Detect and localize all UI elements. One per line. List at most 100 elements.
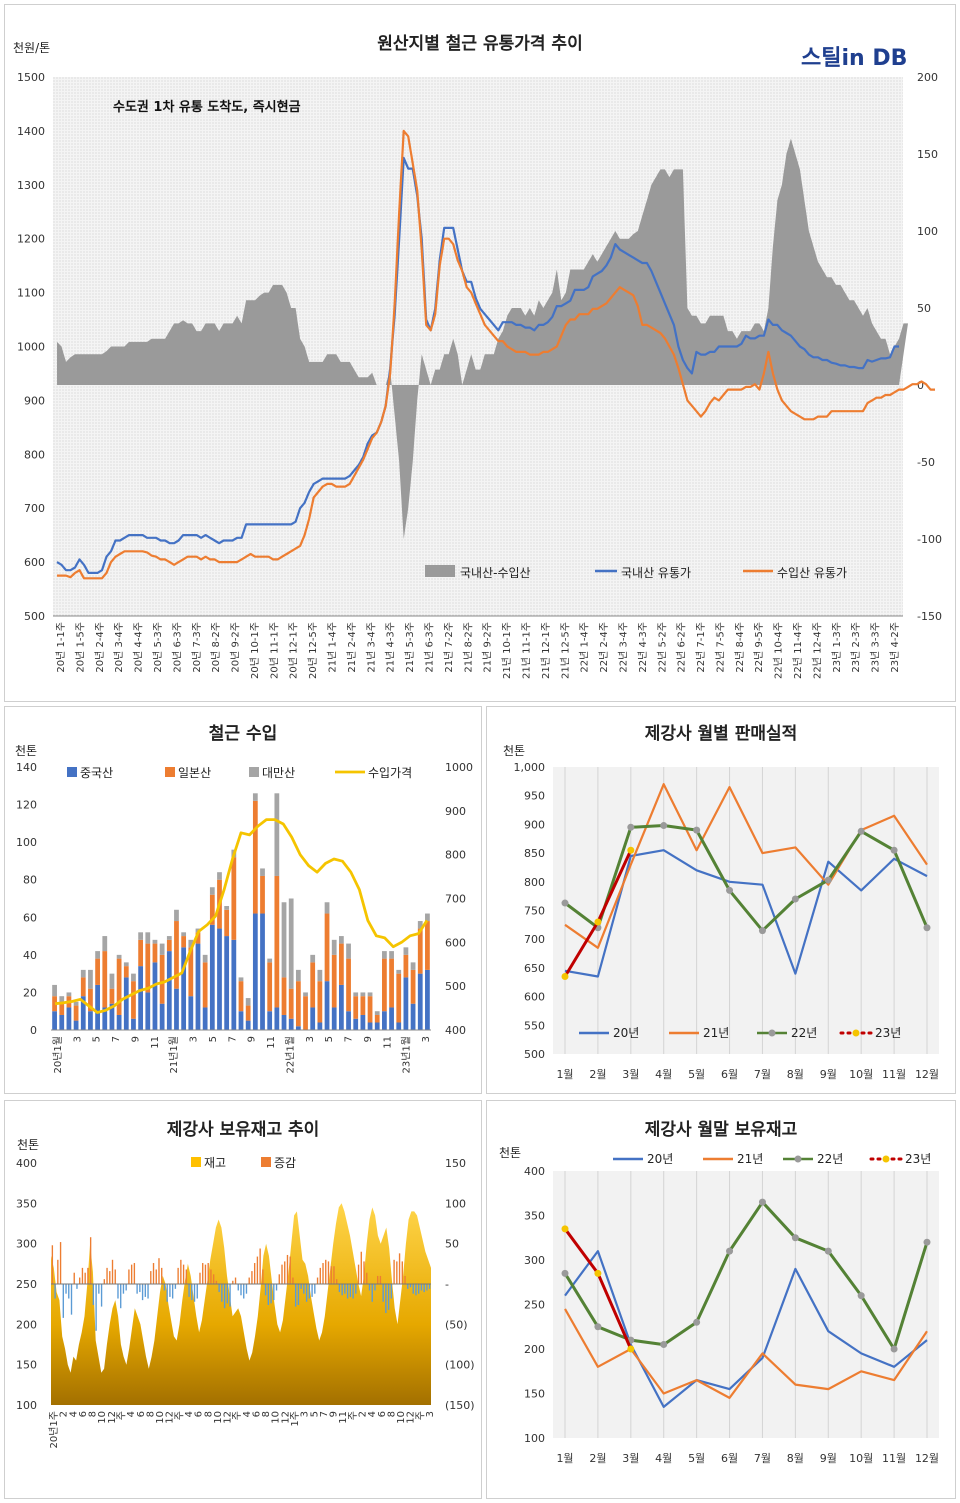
y2-tick-label: (100) [445, 1359, 475, 1372]
change-bar [229, 1284, 231, 1307]
x-tick-label: 10 [396, 1411, 407, 1424]
main-chart-subtitle: 수도권 1차 유통 도착도, 즉시현금 [113, 99, 301, 115]
x-tick-label: 21년 11-1주 [520, 622, 532, 679]
change-bar [166, 1284, 168, 1302]
x-tick-label: 8 [203, 1411, 214, 1417]
change-bar [426, 1284, 428, 1291]
bar-japan [338, 943, 344, 985]
change-bar [259, 1248, 261, 1284]
change-bar [311, 1284, 313, 1297]
change-bar [398, 1253, 401, 1284]
change-bar [316, 1277, 319, 1284]
change-bar [70, 1284, 73, 1315]
change-bar [68, 1284, 70, 1299]
inventory-month-y-unit: 천톤 [499, 1145, 521, 1160]
x-tick-label: 22년 2-4주 [598, 622, 610, 673]
bar-taiwan [410, 962, 416, 970]
series-point-2 [561, 899, 569, 907]
series-point-2 [824, 876, 832, 884]
x-tick-label: 10월 [849, 1068, 873, 1081]
x-tick-label: 6 [251, 1411, 262, 1417]
x-tick-label: 5월 [688, 1068, 705, 1081]
x-tick-label: 21년 8-2주 [462, 622, 474, 673]
legend-label: 일본산 [178, 766, 211, 780]
change-bar [390, 1284, 393, 1299]
bar-china [231, 939, 237, 1030]
bar-japan [152, 943, 158, 963]
change-bar [341, 1284, 343, 1296]
series-line-1 [564, 783, 928, 949]
x-tick-label: 12 [165, 1411, 176, 1424]
x-tick-label: 20년 12-1주 [288, 622, 300, 679]
inventory-month-title: 제강사 월말 보유재고 [645, 1119, 798, 1140]
x-tick-label: 21년 5-3주 [404, 622, 416, 673]
legend-label: 20년 [613, 1026, 639, 1040]
x-tick-label: 12 [223, 1411, 234, 1424]
change-bar [248, 1277, 250, 1284]
change-bar [234, 1277, 237, 1284]
legend-marker-3 [852, 1029, 860, 1037]
bar-china [138, 966, 144, 1030]
change-bar [253, 1263, 256, 1284]
bar-china [59, 1014, 65, 1030]
change-bar [95, 1284, 97, 1331]
x-tick-label: 6월 [721, 1068, 738, 1081]
x-tick-label: 21년 4-3주 [385, 622, 397, 673]
x-tick-label: 4월 [655, 1068, 672, 1081]
x-tick-label: 20년 5-3주 [152, 622, 164, 673]
bar-japan [267, 962, 273, 1012]
change-bar [363, 1261, 365, 1284]
bar-taiwan [367, 992, 373, 997]
x-tick-label: 21년 3-4주 [365, 622, 377, 673]
legend-label: 22년 [817, 1152, 843, 1166]
y-tick-label: 140 [16, 761, 37, 774]
bar-china [417, 973, 423, 1030]
bar-china [66, 1007, 72, 1030]
change-bar [114, 1269, 116, 1284]
change-bar [100, 1284, 103, 1307]
x-tick-label: 11 [266, 1036, 277, 1049]
import-price-line [54, 818, 429, 1014]
change-bar [243, 1284, 245, 1299]
bar-japan [88, 988, 93, 1012]
x-tick-label: 10 [213, 1411, 224, 1424]
y-tick-label: 120 [16, 799, 37, 812]
bar-japan [224, 909, 230, 937]
brand-logo-text: 스틸in DB [801, 46, 907, 71]
bar-taiwan [95, 951, 100, 959]
change-bar [120, 1284, 122, 1309]
bar-china [425, 969, 430, 1030]
bar-japan [260, 875, 265, 914]
change-bar [428, 1284, 431, 1289]
x-tick-label: 22년 5-2주 [656, 622, 668, 673]
bar-taiwan [88, 969, 93, 989]
y-tick-label: 350 [16, 1197, 37, 1210]
y-tick-label: 950 [524, 790, 545, 803]
y2-tick-label: -150 [917, 610, 942, 623]
series-point-2 [923, 924, 931, 932]
change-bar [218, 1284, 220, 1293]
bar-china [260, 913, 265, 1030]
x-tick-label: 8 [261, 1411, 272, 1417]
bar-japan [403, 954, 409, 978]
x-tick-label: 20년 10-1주 [249, 622, 261, 679]
change-bar [106, 1267, 108, 1284]
bar-taiwan [417, 921, 423, 929]
change-bar [360, 1251, 362, 1284]
bar-taiwan [123, 962, 129, 967]
bar-japan [231, 857, 237, 940]
change-bar [404, 1275, 406, 1284]
series-point-2 [726, 886, 734, 894]
change-bar [210, 1269, 212, 1284]
x-tick-label: 2 [358, 1411, 369, 1417]
change-bar [393, 1259, 395, 1284]
x-tick-label: 6 [377, 1411, 388, 1417]
bar-taiwan [245, 998, 251, 1006]
y2-tick-label: 150 [445, 1157, 466, 1170]
change-bar [141, 1284, 144, 1301]
legend-label: 중국산 [80, 766, 113, 780]
bar-japan [209, 894, 215, 925]
x-tick-label: 20년 9-2주 [230, 622, 242, 673]
bar-taiwan [238, 977, 244, 982]
y-tick-label: 80 [23, 874, 37, 887]
